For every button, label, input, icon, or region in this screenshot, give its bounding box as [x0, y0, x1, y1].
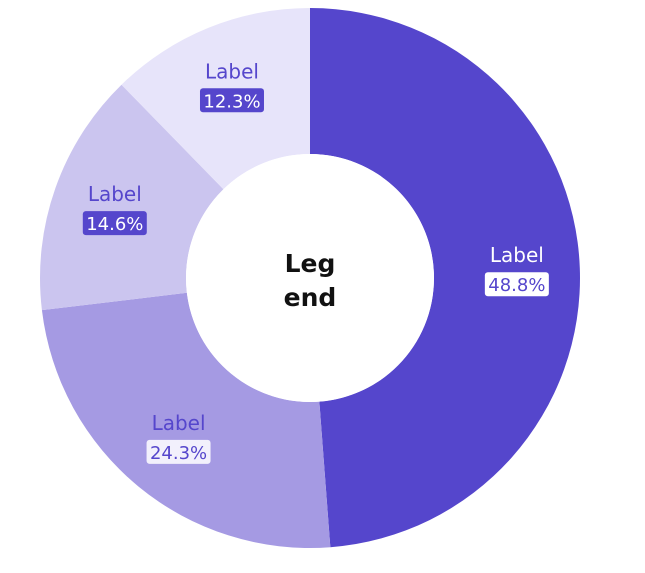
slice-label-group-1: Label 24.3%: [146, 411, 211, 464]
slice-label-2: Label: [88, 182, 142, 206]
pie-slice-1: [41, 292, 331, 548]
slice-label-3: Label: [205, 59, 259, 83]
slice-label-1: Label: [152, 411, 206, 435]
pie-slice-0: [310, 8, 581, 548]
slice-label-group-2: Label 14.6%: [82, 182, 147, 236]
slice-badge-3: [199, 88, 264, 113]
labels-layer: Label 48.8% Label 24.3% Label 14.6% Label 12.3%: [82, 59, 549, 464]
slice-label-group-0: Label 48.8%: [484, 243, 549, 297]
slice-label-group-3: Label 12.3%: [199, 59, 264, 113]
slice-badge-1: [146, 439, 211, 464]
slice-badge-0: [484, 272, 549, 297]
center-legend-line-1: Leg: [285, 249, 336, 278]
slice-value-0: 48.8%: [488, 275, 545, 296]
slice-value-3: 12.3%: [203, 91, 260, 112]
slice-value-1: 24.3%: [150, 443, 207, 464]
slice-value-2: 14.6%: [86, 214, 143, 235]
center-legend-line-2: end: [284, 283, 337, 312]
pie-slice-2: [40, 84, 224, 311]
donut-center: [186, 154, 434, 402]
slice-badge-2: [82, 211, 147, 236]
slices-layer: [40, 8, 581, 548]
slice-label-0: Label: [490, 243, 544, 267]
